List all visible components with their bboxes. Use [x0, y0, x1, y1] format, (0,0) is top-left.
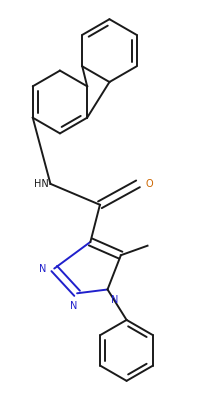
- Text: HN: HN: [34, 179, 48, 189]
- Text: O: O: [146, 179, 153, 189]
- Text: N: N: [39, 263, 47, 273]
- Text: N: N: [111, 295, 119, 305]
- Text: N: N: [70, 301, 77, 311]
